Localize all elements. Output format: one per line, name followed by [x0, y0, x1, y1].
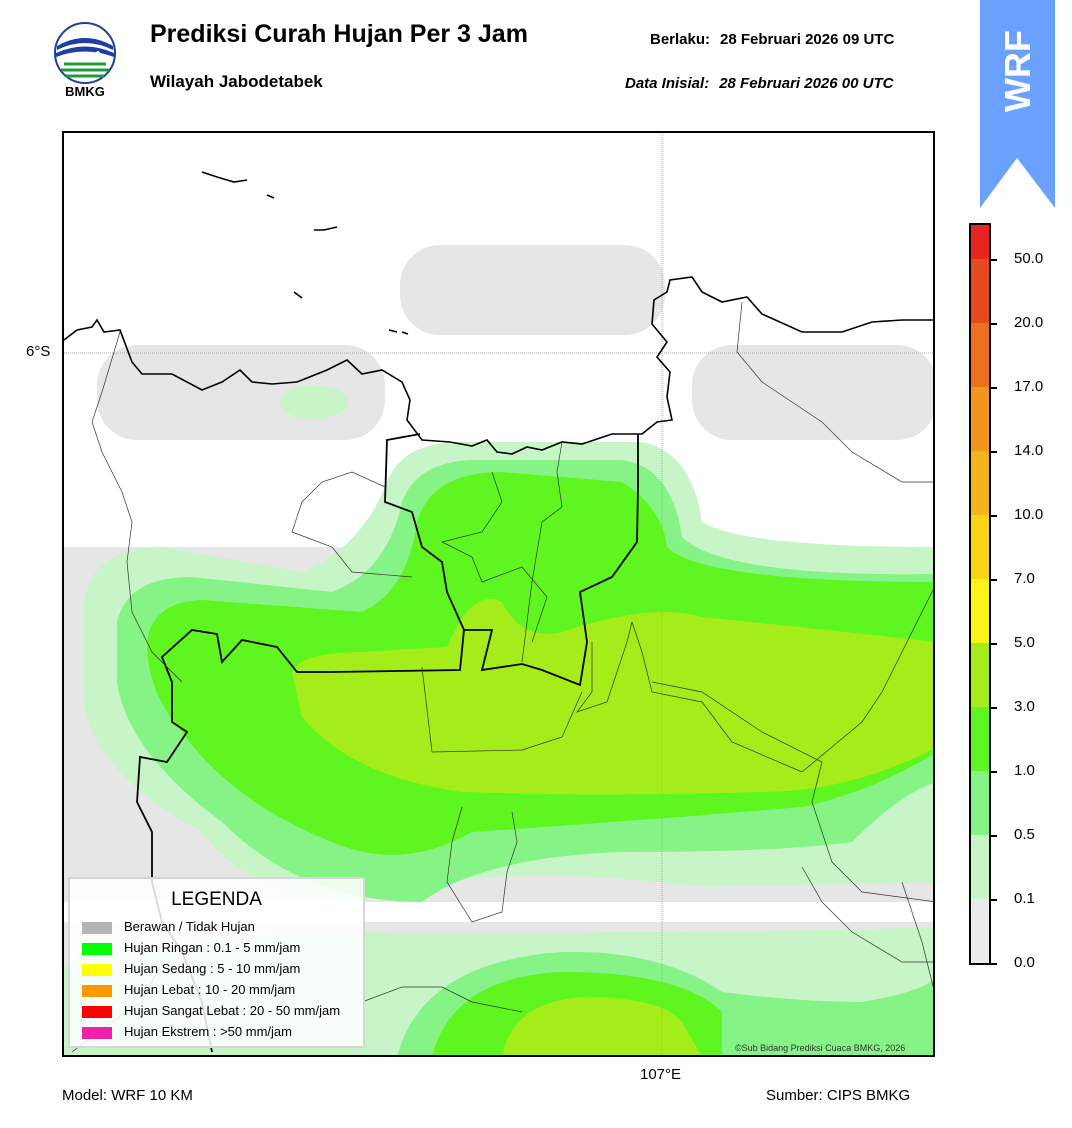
colorbar-tick-label: 20.0 [1014, 314, 1044, 331]
colorbar-tick [991, 387, 997, 389]
legend-swatch [82, 963, 112, 976]
colorbar-tick-label: 5.0 [1014, 634, 1035, 651]
longitude-label: 107°E [640, 1066, 682, 1083]
init-label: Data Inisial: [625, 75, 710, 92]
colorbar-segment [971, 225, 989, 259]
colorbar-tick [991, 771, 997, 773]
page-title: Prediksi Curah Hujan Per 3 Jam [150, 20, 528, 48]
zone-3 [292, 599, 933, 1055]
legend-swatch [82, 984, 112, 997]
init-time: Data Inisial: 28 Februari 2026 00 UTC [625, 75, 903, 92]
legend-label: Hujan Ringan : 0.1 - 5 mm/jam [124, 940, 301, 955]
latitude-label: 6°S [26, 343, 51, 360]
colorbar-segment [971, 707, 989, 771]
colorbar-segment [971, 579, 989, 643]
colorbar-tick-label: 17.0 [1014, 378, 1044, 395]
legend-label: Berawan / Tidak Hujan [124, 919, 255, 934]
legend-swatch [82, 1026, 112, 1039]
colorbar-tick-label: 10.0 [1014, 506, 1044, 523]
legend-swatch [82, 942, 112, 955]
colorbar-tick [991, 707, 997, 709]
colorbar-segment [971, 451, 989, 515]
valid-label: Berlaku: [650, 31, 711, 48]
copyright-text: ©Sub Bidang Prediksi Cuaca BMKG, 2026 [735, 1043, 906, 1053]
legend-title: LEGENDA [171, 889, 262, 910]
model-label: Model: WRF 10 KM [62, 1087, 193, 1104]
colorbar-tick [991, 579, 997, 581]
legend-label: Hujan Ekstrem : >50 mm/jam [124, 1024, 292, 1039]
colorbar-segment [971, 323, 989, 387]
colorbar-tick-label: 50.0 [1014, 250, 1044, 267]
colorbar-tick [991, 451, 997, 453]
legend-item: Hujan Sangat Lebat : 20 - 50 mm/jam [82, 1003, 341, 1018]
wrf-badge-text: WRF [997, 30, 1038, 112]
legend-label: Hujan Sedang : 5 - 10 mm/jam [124, 961, 301, 976]
colorbar-tick-label: 0.5 [1014, 826, 1035, 843]
colorbar-tick-label: 14.0 [1014, 442, 1044, 459]
coastline [64, 171, 933, 455]
legend-item: Berawan / Tidak Hujan [82, 919, 255, 934]
colorbar-tick-label: 1.0 [1014, 762, 1035, 779]
colorbar-tick [991, 835, 997, 837]
colorbar-segment [971, 643, 989, 707]
rainfall-map [62, 131, 935, 1057]
colorbar-tick [991, 963, 997, 965]
wrf-badge: WRF [980, 0, 1055, 208]
legend-label: Hujan Lebat : 10 - 20 mm/jam [124, 982, 296, 997]
page-subtitle: Wilayah Jabodetabek [150, 72, 323, 91]
logo-text: BMKG [65, 84, 105, 99]
legend-swatch [82, 921, 112, 934]
colorbar-tick-label: 0.1 [1014, 890, 1035, 907]
bmkg-logo [54, 22, 116, 84]
init-value: 28 Februari 2026 00 UTC [719, 75, 894, 92]
colorbar-segment [971, 899, 989, 963]
colorbar [969, 223, 991, 965]
legend-item: Hujan Lebat : 10 - 20 mm/jam [82, 982, 296, 997]
colorbar-segment [971, 387, 989, 451]
legend: LEGENDA Berawan / Tidak Hujan Hujan Ring… [68, 877, 365, 1048]
legend-item: Hujan Ekstrem : >50 mm/jam [82, 1024, 292, 1039]
colorbar-tick-label: 7.0 [1014, 570, 1035, 587]
colorbar-tick [991, 259, 997, 261]
colorbar-segment [971, 515, 989, 579]
colorbar-tick [991, 643, 997, 645]
colorbar-tick-label: 0.0 [1014, 954, 1035, 971]
colorbar-tick-label: 3.0 [1014, 698, 1035, 715]
valid-value: 28 Februari 2026 09 UTC [720, 31, 895, 48]
colorbar-segment [971, 771, 989, 835]
legend-label: Hujan Sangat Lebat : 20 - 50 mm/jam [124, 1003, 341, 1018]
legend-item: Hujan Ringan : 0.1 - 5 mm/jam [82, 940, 301, 955]
colorbar-tick [991, 899, 997, 901]
colorbar-segment [971, 835, 989, 899]
source-label: Sumber: CIPS BMKG [766, 1087, 911, 1104]
valid-time: Berlaku: 28 Februari 2026 09 UTC [650, 31, 904, 48]
colorbar-tick [991, 515, 997, 517]
legend-item: Hujan Sedang : 5 - 10 mm/jam [82, 961, 301, 976]
legend-swatch [82, 1005, 112, 1018]
colorbar-segment [971, 259, 989, 323]
colorbar-tick [991, 323, 997, 325]
